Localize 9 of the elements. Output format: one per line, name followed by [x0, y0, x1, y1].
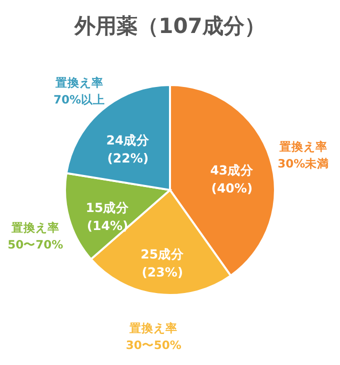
data-label: 43成分 (40%) — [210, 162, 255, 196]
slice-label: 置換え率 30〜50% — [126, 321, 182, 352]
data-label: 15成分 (14%) — [86, 200, 130, 233]
slice-label: 置換え率 50〜70% — [8, 220, 64, 252]
slice-label: 置換え率 30%未満 — [278, 140, 330, 171]
data-label: 24成分 (22%) — [106, 132, 151, 166]
data-label: 25成分 (23%) — [140, 246, 186, 280]
slice-label: 置換え率 70%以上 — [54, 75, 106, 106]
chart-title: 外用薬（107成分） — [74, 14, 266, 38]
